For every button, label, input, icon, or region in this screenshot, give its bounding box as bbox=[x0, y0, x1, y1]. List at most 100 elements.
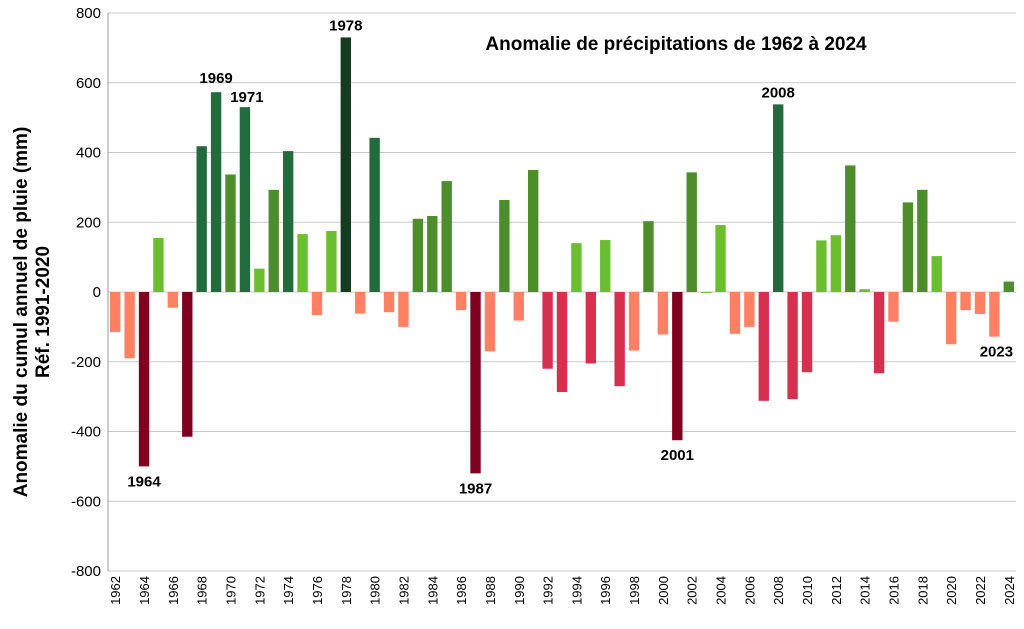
y-axis-label-line2: Réf. 1991-2020 bbox=[33, 246, 54, 378]
x-tick-label: 1988 bbox=[483, 576, 498, 605]
bar-2010 bbox=[801, 292, 813, 373]
bar-2000 bbox=[657, 292, 669, 335]
y-tick-label: -200 bbox=[71, 354, 101, 371]
bars bbox=[110, 37, 1014, 474]
x-tick-label: 1966 bbox=[166, 576, 181, 605]
x-tick-label: 2022 bbox=[973, 576, 988, 605]
bar-2018 bbox=[917, 189, 928, 292]
x-tick-label: 1996 bbox=[598, 576, 613, 605]
bar-1996 bbox=[600, 240, 611, 292]
x-tick-label: 1998 bbox=[627, 576, 642, 605]
bar-2007 bbox=[758, 292, 769, 401]
bar-2023 bbox=[989, 292, 1000, 337]
x-tick-label: 2020 bbox=[944, 576, 959, 605]
bar-1991 bbox=[527, 169, 539, 292]
annotation-2001: 2001 bbox=[661, 447, 694, 464]
bar-1971 bbox=[239, 107, 251, 292]
x-tick-label: 2024 bbox=[1002, 576, 1017, 605]
bar-1967 bbox=[182, 292, 193, 437]
bar-1994 bbox=[571, 243, 582, 292]
bar-1981 bbox=[383, 292, 395, 313]
bar-2001 bbox=[672, 292, 683, 441]
bar-1990 bbox=[513, 292, 524, 321]
x-tick-label: 1976 bbox=[310, 576, 325, 605]
bar-1978 bbox=[340, 37, 351, 292]
bar-2022 bbox=[974, 292, 986, 314]
bar-1969 bbox=[210, 92, 222, 292]
bar-1977 bbox=[326, 230, 337, 292]
bar-1983 bbox=[412, 218, 424, 292]
bar-1992 bbox=[542, 292, 553, 369]
x-tick-label: 2010 bbox=[800, 576, 815, 605]
bar-1964 bbox=[138, 292, 150, 467]
bar-2011 bbox=[816, 240, 827, 292]
bar-2014 bbox=[859, 289, 870, 292]
annotations: 1964 1969 1971 1978 1987 2001 2008 2023 bbox=[127, 17, 1013, 497]
bar-2017 bbox=[902, 202, 914, 292]
bar-1975 bbox=[297, 234, 308, 292]
bar-1986 bbox=[455, 292, 467, 311]
bar-2021 bbox=[960, 292, 971, 311]
y-tick-label: 400 bbox=[76, 145, 101, 162]
bar-1997 bbox=[614, 292, 625, 387]
bar-2006 bbox=[744, 292, 755, 327]
bar-1984 bbox=[427, 215, 438, 292]
bar-1965 bbox=[153, 237, 164, 292]
x-tick-label: 1990 bbox=[512, 576, 527, 605]
bar-1980 bbox=[369, 137, 380, 292]
bar-2005 bbox=[729, 292, 741, 334]
x-tick-label: 1968 bbox=[195, 576, 210, 605]
bar-1998 bbox=[628, 292, 640, 351]
bar-2004 bbox=[715, 225, 726, 292]
x-tick-label: 2002 bbox=[685, 576, 700, 605]
x-tick-label: 1974 bbox=[281, 576, 296, 605]
bar-2003 bbox=[700, 292, 712, 293]
bar-1973 bbox=[268, 189, 279, 292]
bar-1988 bbox=[484, 292, 496, 352]
bar-1987 bbox=[470, 292, 481, 474]
y-tick-label: 600 bbox=[76, 75, 101, 92]
x-tick-label: 1978 bbox=[339, 576, 354, 605]
bar-1970 bbox=[225, 174, 236, 292]
bar-2019 bbox=[931, 256, 942, 292]
x-tick-label: 1980 bbox=[368, 576, 383, 605]
annotation-1969: 1969 bbox=[199, 70, 232, 87]
bar-2024 bbox=[1003, 281, 1014, 292]
bar-1979 bbox=[355, 292, 366, 314]
x-tick-label: 2000 bbox=[656, 576, 671, 605]
y-axis-label-line1: Anomalie du cumul annuel de pluie (mm) bbox=[11, 127, 32, 498]
chart-title: Anomalie de précipitations de 1962 à 202… bbox=[485, 34, 867, 55]
bar-1976 bbox=[311, 292, 323, 316]
x-tick-label: 2018 bbox=[915, 576, 930, 605]
y-tick-label: -400 bbox=[71, 424, 101, 441]
bar-1993 bbox=[556, 292, 568, 393]
x-tick-label: 2006 bbox=[742, 576, 757, 605]
x-tick-label: 1962 bbox=[108, 576, 123, 605]
x-axis-ticks: 1962 1964 1966 1968 1970 1972 1974 1976 1978 1980… bbox=[108, 576, 1017, 605]
y-tick-label: 800 bbox=[76, 5, 101, 22]
x-tick-label: 1964 bbox=[137, 576, 152, 605]
bar-2002 bbox=[686, 172, 697, 292]
x-tick-label: 2014 bbox=[858, 576, 873, 605]
bar-2020 bbox=[945, 292, 957, 345]
x-tick-label: 2016 bbox=[886, 576, 901, 605]
x-tick-label: 1972 bbox=[252, 576, 267, 605]
bar-1966 bbox=[167, 292, 179, 308]
x-tick-label: 2008 bbox=[771, 576, 786, 605]
bar-1974 bbox=[282, 151, 294, 292]
annotation-1987: 1987 bbox=[459, 480, 492, 497]
bar-1985 bbox=[441, 181, 452, 292]
x-tick-label: 1982 bbox=[396, 576, 411, 605]
y-tick-label: 0 bbox=[93, 284, 101, 301]
bar-1962 bbox=[110, 292, 121, 333]
bar-2012 bbox=[830, 235, 842, 292]
annotation-2008: 2008 bbox=[762, 84, 795, 101]
annotation-1971: 1971 bbox=[230, 89, 263, 106]
x-tick-label: 2004 bbox=[714, 576, 729, 605]
bar-1972 bbox=[254, 268, 265, 292]
y-tick-label: -600 bbox=[71, 493, 101, 510]
x-tick-label: 1994 bbox=[569, 576, 584, 605]
y-axis-ticks: 800 600 400 200 0 -200 -400 -600 -800 bbox=[71, 5, 101, 580]
y-tick-label: 200 bbox=[76, 214, 101, 231]
bar-2015 bbox=[873, 292, 885, 374]
